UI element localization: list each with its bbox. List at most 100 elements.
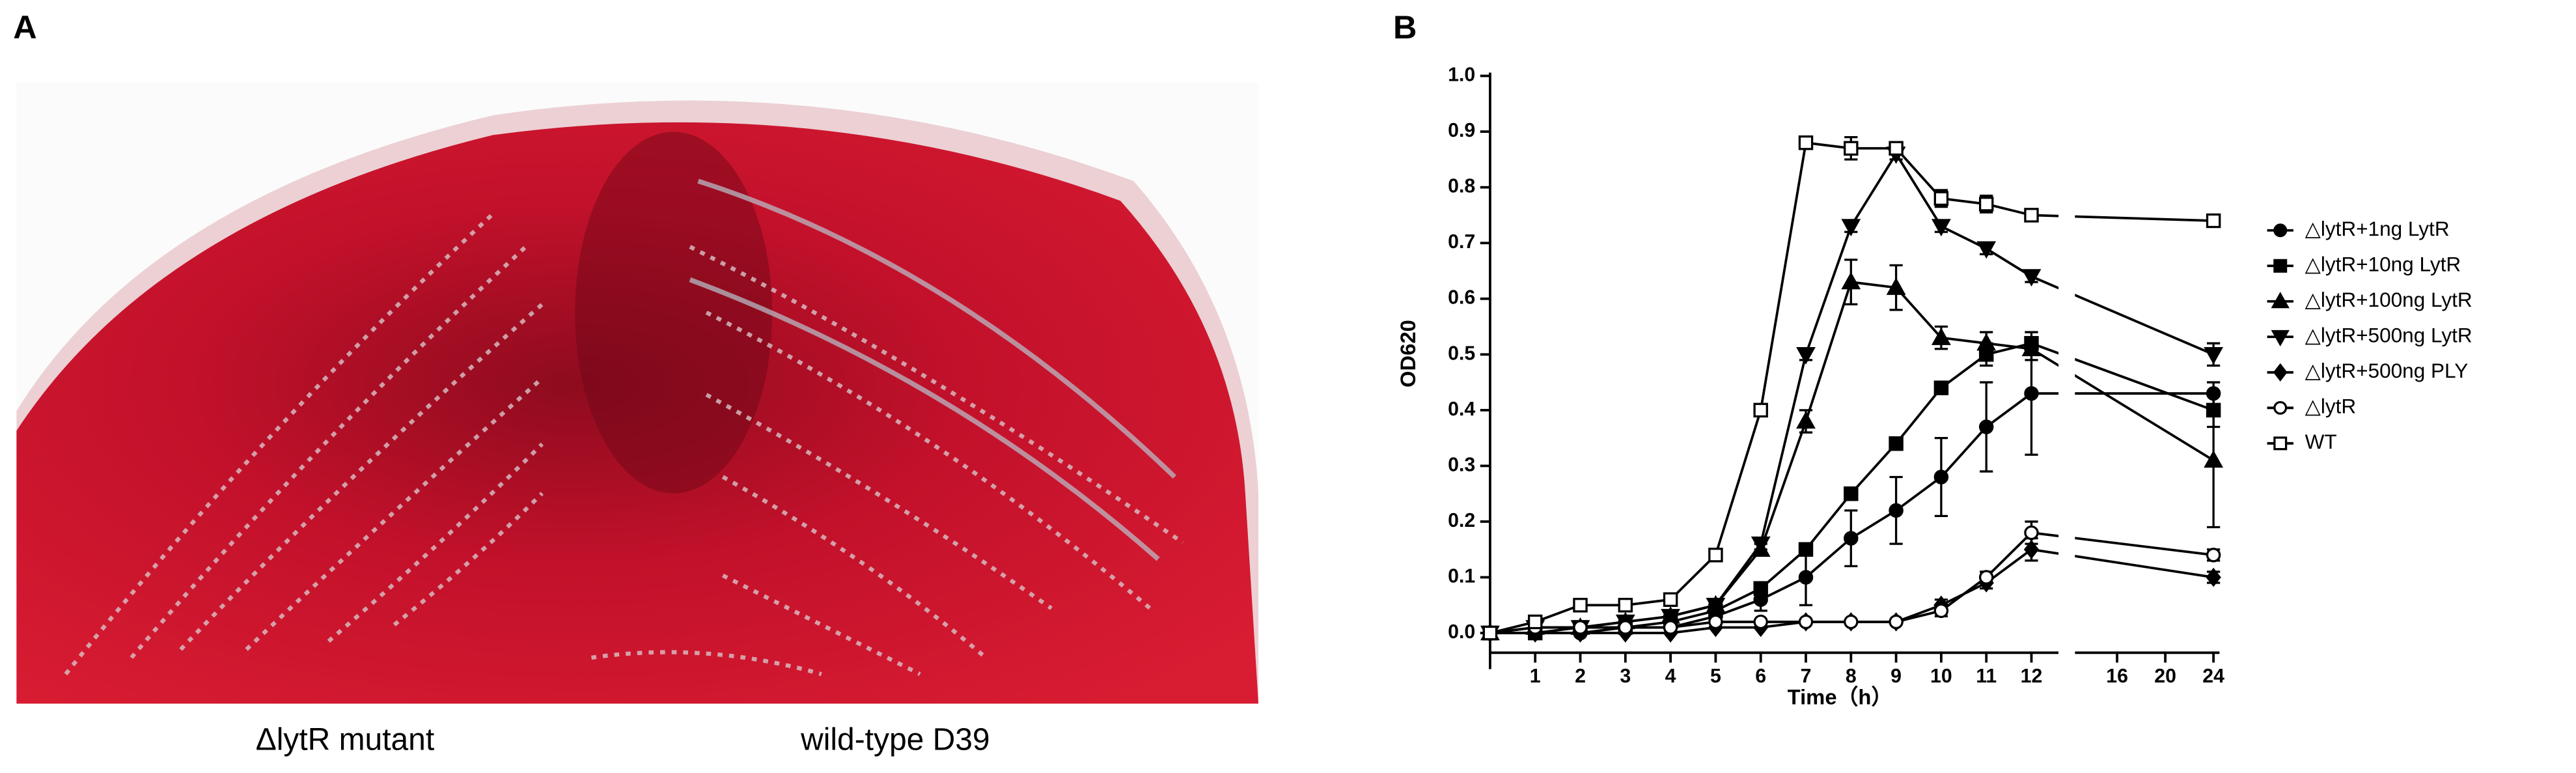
marker [1933,603,1949,619]
chart: 0.00.10.20.30.40.50.60.70.80.91.01 2 3 4 5 6 7… [1448,64,2472,688]
marker [1933,191,1949,206]
marker [2204,450,2224,468]
x-tick-label: 5 [1710,666,1721,687]
marker [1933,380,1949,395]
marker [1933,470,1949,485]
marker [1573,620,1588,635]
marker [2273,401,2288,415]
marker [1663,592,1678,607]
marker [1796,347,1816,365]
marker [1978,197,1994,212]
marker [2206,567,2221,587]
y-axis-label: OD620 [1396,320,1420,387]
x-tick-label: 7 [1801,666,1812,687]
marker [1931,328,1951,345]
legend-label: △lytR+10ng LytR [2305,253,2461,276]
marker [1573,598,1588,613]
photo-caption: ΔlytR mutant [256,722,434,757]
series-line [1489,141,2214,634]
y-tick-label: 0.4 [1448,399,1475,420]
marker [1844,531,1859,546]
photo-caption: wild-type D39 [800,722,990,757]
y-tick-label: 0.1 [1448,565,1475,587]
y-tick-label: 0.9 [1448,120,1475,141]
marker [1978,419,1994,434]
marker [1886,277,1906,295]
y-tick-label: 0.3 [1448,454,1475,475]
x-tick-label: 10 [1930,666,1952,687]
marker [1708,614,1723,630]
marker [1844,486,1859,501]
marker [2273,223,2288,238]
panel-label: B [1393,8,1417,46]
series-line [1489,281,2215,634]
marker [2271,330,2290,346]
panel-label: A [13,8,36,46]
agar-plate-photo [16,82,1259,704]
x-tick-label: 16 [2106,666,2128,687]
marker [1796,411,1816,429]
marker [1751,536,1771,554]
marker [2204,347,2224,365]
marker [2206,213,2221,229]
marker [1706,598,1726,615]
marker [2021,269,2042,287]
marker [1889,503,1904,518]
marker [1661,609,1681,626]
x-tick-label: 12 [2021,666,2043,687]
marker [1844,614,1859,630]
marker [1889,436,1904,451]
marker [1889,614,1904,630]
marker [1753,581,1768,596]
legend: △lytR+1ng LytR △lytR+10ng LytR △lytR+100ng… [2267,217,2472,453]
x-tick-label: 8 [1846,666,1857,687]
marker [1978,570,1994,585]
marker [1931,219,1951,237]
marker [1618,598,1633,613]
marker [1844,141,1859,156]
marker [1753,402,1768,418]
marker [1663,620,1678,635]
marker [1889,141,1904,156]
x-tick-label: 1 [1530,666,1541,687]
y-tick-label: 0.7 [1448,231,1475,253]
legend-label: △lytR+500ng PLY [2305,359,2469,382]
y-tick-label: 0.6 [1448,287,1475,309]
y-tick-label: 0.0 [1448,621,1475,643]
y-tick-label: 0.5 [1448,343,1475,364]
marker [1482,625,1498,641]
y-tick-label: 0.2 [1448,510,1475,531]
marker [2273,363,2288,382]
x-tick-label: 20 [2154,666,2176,687]
legend-label: △lytR+100ng LytR [2305,288,2472,311]
marker [1798,570,1814,585]
y-tick-label: 1.0 [1448,64,1475,86]
y-tick-label: 0.8 [1448,176,1475,197]
x-tick-label: 3 [1620,666,1631,687]
marker [1798,542,1814,557]
legend-label: △lytR+500ng LytR [2305,324,2472,347]
marker [1976,241,1997,259]
marker [2271,292,2290,309]
marker [1976,333,1997,351]
x-axis-label: Time（h） [1788,685,1893,709]
x-tick-label: 4 [1665,666,1676,687]
marker [2024,386,2039,401]
marker [1753,614,1768,630]
axis-break [2058,67,2075,669]
marker [1798,135,1814,150]
marker [2206,548,2221,563]
x-tick-label: 9 [1890,666,1902,687]
marker [1618,620,1633,635]
marker [2273,436,2288,451]
marker [1708,548,1723,563]
x-tick-label: 2 [1575,666,1586,687]
legend-label: △lytR [2305,395,2357,418]
x-tick-label: 24 [2202,666,2224,687]
marker [2021,339,2042,356]
marker [1798,614,1814,630]
marker [1841,219,1861,237]
x-tick-label: 11 [1976,666,1997,687]
legend-label: WT [2305,430,2337,453]
